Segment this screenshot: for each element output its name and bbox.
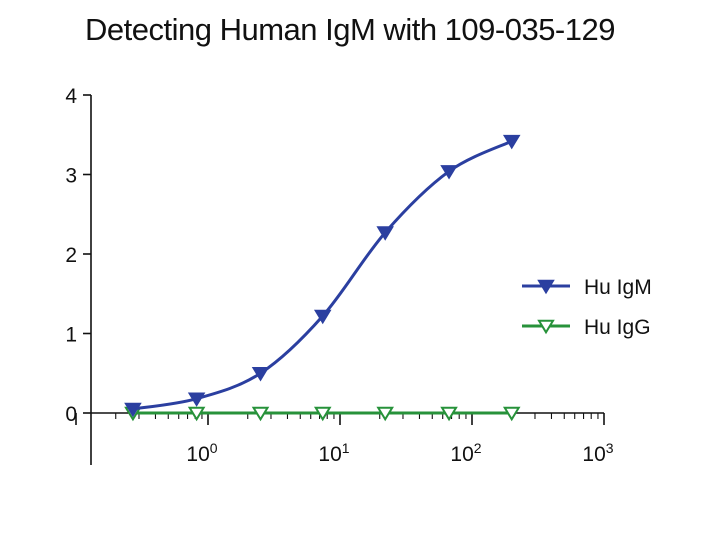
series-layer <box>124 134 521 422</box>
y-tick-label: 2 <box>65 244 77 267</box>
legend-item: Hu IgM <box>522 276 652 299</box>
legend-marker <box>537 319 555 335</box>
data-point <box>502 406 521 422</box>
data-point <box>251 367 270 382</box>
legend-marker <box>537 279 555 295</box>
y-tick-label: 4 <box>65 85 77 108</box>
series-hu-igg <box>124 406 521 422</box>
y-tick-label: 0 <box>65 403 77 426</box>
x-tick-exponent: 0 <box>210 440 218 456</box>
legend-item: Hu IgG <box>522 316 651 339</box>
y-tick-label: 1 <box>65 324 77 347</box>
x-tick-label: 101 <box>318 440 349 466</box>
data-point <box>187 406 206 422</box>
x-tick-base: 10 <box>186 443 209 466</box>
x-tick-base: 10 <box>318 443 341 466</box>
legend-label: Hu IgM <box>584 276 652 299</box>
y-tick-label: 3 <box>65 165 77 188</box>
x-tick-label: 100 <box>186 440 217 466</box>
data-point <box>376 226 394 241</box>
x-tick-exponent: 2 <box>474 440 482 456</box>
x-tick-base: 10 <box>582 443 605 466</box>
data-point <box>187 392 206 407</box>
data-point <box>313 406 332 422</box>
series-hu-igm <box>124 134 521 418</box>
x-tick-label: 103 <box>582 440 613 466</box>
data-point <box>440 165 458 180</box>
data-point <box>440 406 458 422</box>
legend: Hu IgM Hu IgG <box>522 276 652 339</box>
x-tick-exponent: 1 <box>342 440 350 456</box>
x-tick-base: 10 <box>450 443 473 466</box>
fit-curve <box>132 139 513 411</box>
x-tick-exponent: 3 <box>606 440 614 456</box>
data-point <box>124 402 142 418</box>
data-point <box>251 406 270 422</box>
chart-title: Detecting Human IgM with 109-035-129 <box>85 12 615 47</box>
data-point <box>376 406 394 422</box>
data-point <box>502 134 521 150</box>
x-tick-label: 102 <box>450 440 481 466</box>
data-point <box>313 309 332 325</box>
legend-label: Hu IgG <box>584 316 651 339</box>
